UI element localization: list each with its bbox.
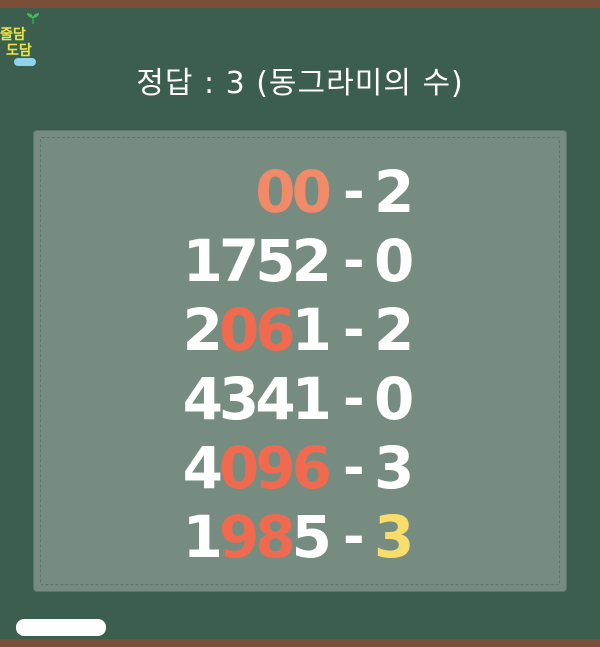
puzzle-panel (34, 131, 566, 591)
sprout-icon (27, 13, 39, 24)
row-number: 4341 (182, 365, 332, 434)
row-number: 1985 (182, 503, 332, 572)
row-dash: - (343, 162, 365, 222)
row-answer: 3 (374, 434, 415, 502)
number-plain: 2 (182, 296, 223, 364)
panel-dashed-border (40, 137, 560, 585)
cloud-icon (14, 58, 36, 66)
number-plain: 1 (291, 296, 332, 364)
number-plain: 5 (291, 503, 332, 571)
row-number: 4096 (182, 434, 332, 503)
puzzle-row: 00 - 2 (0, 158, 600, 227)
row-answer: 0 (374, 365, 415, 433)
number-circles: 06 (218, 296, 296, 364)
channel-logo: 줄담 도담 (0, 13, 42, 66)
number-circles: 00 (255, 158, 332, 226)
number-plain: 4341 (182, 365, 332, 433)
number-plain: 1752 (182, 227, 332, 295)
puzzle-row: 4096 - 3 (0, 434, 600, 503)
row-dash: - (343, 369, 365, 429)
number-plain: 4 (182, 434, 223, 502)
puzzle-row: 4341 - 0 (0, 365, 600, 434)
row-answer: 0 (374, 227, 415, 295)
number-plain: 1 (182, 503, 223, 571)
puzzle-row-question: 1985 - 3 (0, 503, 600, 572)
row-answer-solution: 3 (374, 503, 415, 571)
row-dash: - (343, 300, 365, 360)
board-frame-top (0, 0, 600, 8)
board-frame-bottom (0, 639, 600, 647)
number-circles: 096 (218, 434, 332, 502)
puzzle-row: 2061 - 2 (0, 296, 600, 365)
number-circles: 98 (218, 503, 296, 571)
row-dash: - (343, 231, 365, 291)
row-number: 2061 (182, 296, 332, 365)
puzzle-row: 1752 - 0 (0, 227, 600, 296)
row-dash: - (343, 507, 365, 567)
row-answer: 2 (374, 296, 415, 364)
chalk-piece (16, 619, 106, 636)
row-number: 1752 (182, 227, 332, 296)
row-number: 00 (255, 158, 332, 227)
puzzle-rows: 00 - 2 1752 - 0 2061 - 2 4341 - 0 4096 -… (0, 158, 600, 572)
row-dash: - (343, 438, 365, 498)
logo-text-line2: 도담 (6, 43, 32, 59)
row-answer: 2 (374, 158, 415, 226)
logo-text-line1: 줄담 (0, 27, 26, 43)
answer-title: 정답 : 3 (동그라미의 수) (136, 66, 464, 101)
